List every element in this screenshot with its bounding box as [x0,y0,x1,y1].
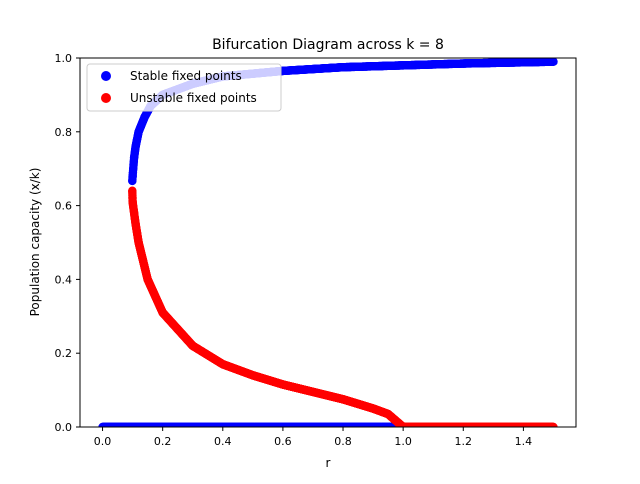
axes-frame [79,57,577,428]
plot-area [98,58,558,427]
x-tick-label: 0.2 [154,435,172,448]
x-tick-label: 0.0 [94,435,112,448]
legend-box [86,63,282,112]
data-point [429,60,438,69]
data-point [368,62,378,71]
chart-title: Bifurcation Diagram across k = 8 [212,37,444,53]
legend-label-stable: Stable fixed points [130,69,242,83]
data-point [504,58,513,67]
y-tick-label: 0.0 [55,421,73,434]
legend: Stable fixed points Unstable fixed point… [86,63,282,112]
data-point [338,63,348,72]
legend-marker-stable [101,71,111,81]
x-axis-label: r [326,456,331,470]
y-tick-label: 1.0 [55,52,73,65]
data-point [398,61,408,70]
series-unstable-fixed-points [128,186,558,427]
y-tick-label: 0.8 [55,126,73,139]
legend-label-unstable: Unstable fixed points [130,91,257,105]
data-point [549,58,558,66]
x-tick-label: 0.4 [214,435,232,448]
x-tick-label: 1.4 [515,435,533,448]
x-tick-label: 1.0 [394,435,412,448]
data-point [398,422,408,427]
y-tick-label: 0.4 [55,273,73,286]
y-tick-label: 0.6 [55,200,73,213]
x-tick-label: 0.8 [334,435,352,448]
data-point [318,64,328,73]
data-point [298,65,308,74]
x-tick-label: 0.6 [274,435,292,448]
y-tick-label: 0.2 [55,347,73,360]
x-tick-label: 1.2 [455,435,473,448]
data-point [459,59,468,68]
legend-marker-unstable [101,93,111,103]
y-axis: 0.0 0.2 0.4 0.6 0.8 1.0 [55,52,80,434]
x-axis: 0.0 0.2 0.4 0.6 0.8 1.0 1.2 1.4 [94,427,532,448]
y-axis-label: Population capacity (x/k) [28,168,42,317]
data-point [549,422,558,427]
